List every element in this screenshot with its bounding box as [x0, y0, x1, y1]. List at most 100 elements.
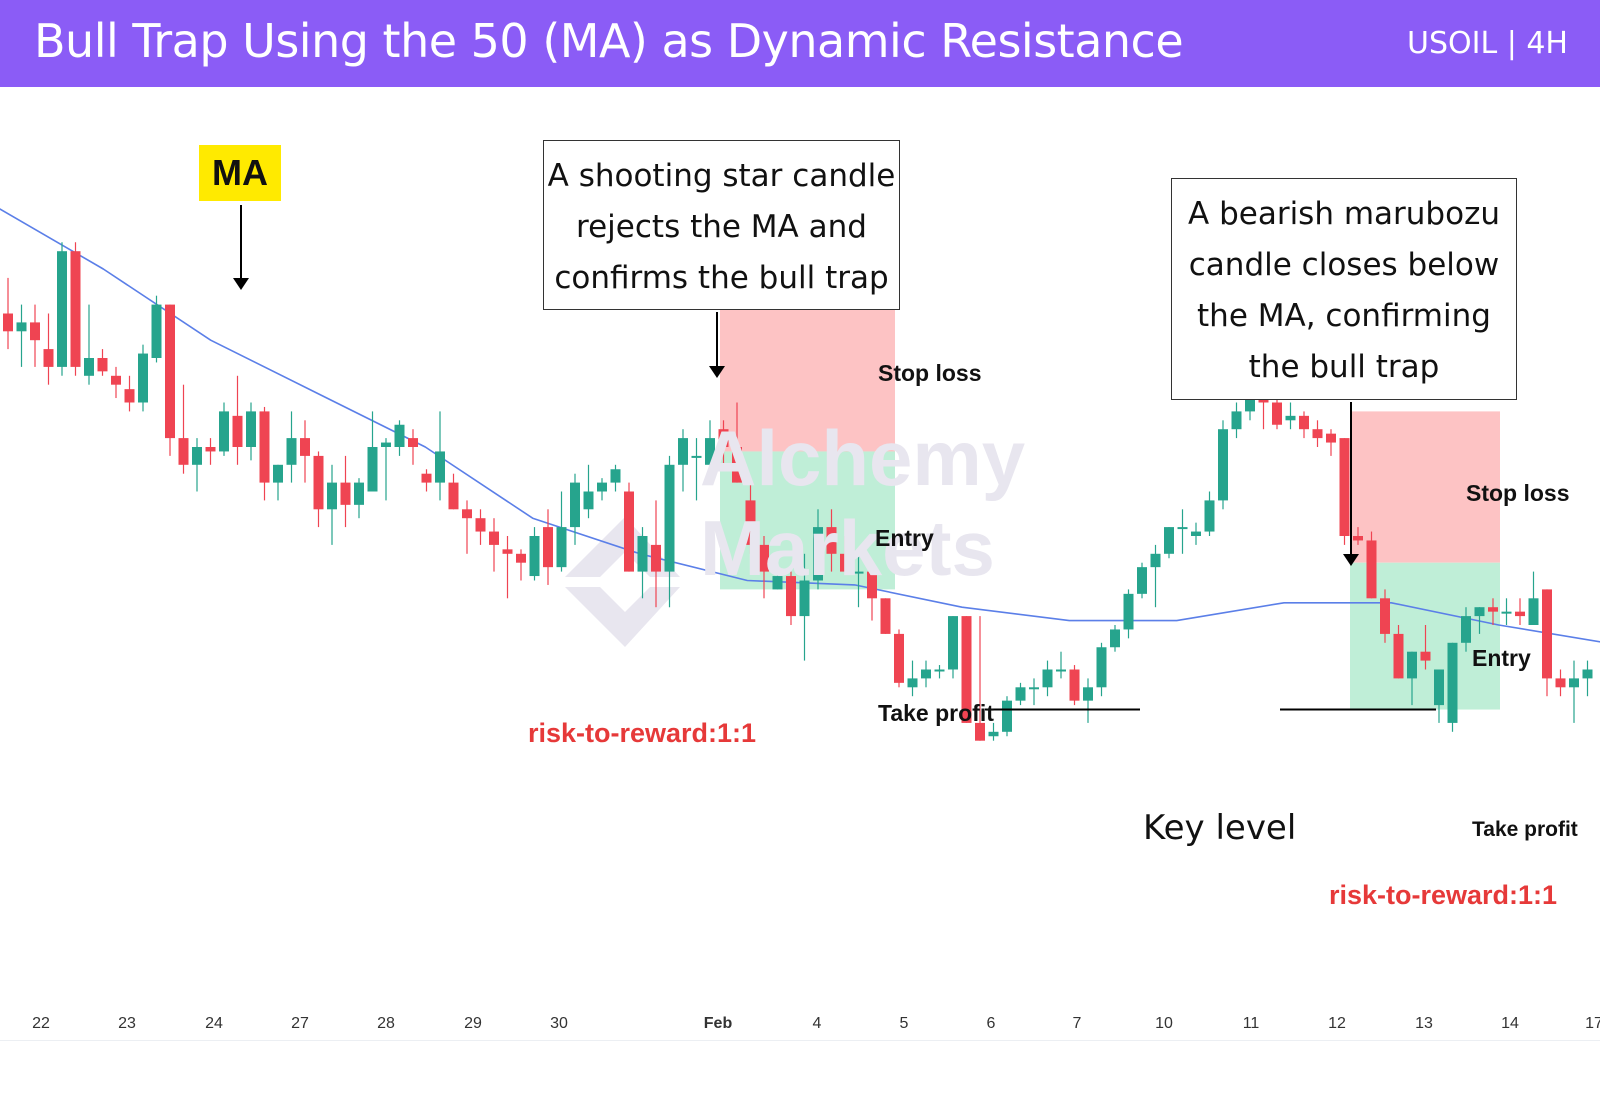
candle-body — [1326, 433, 1336, 443]
candle — [381, 438, 391, 501]
candle — [1137, 562, 1147, 599]
x-tick-label: 24 — [205, 1015, 223, 1032]
candle — [462, 500, 472, 554]
candle — [1164, 527, 1174, 559]
candle-body — [1272, 402, 1282, 425]
x-tick-label: 12 — [1328, 1015, 1346, 1032]
candle-body — [988, 731, 999, 737]
candle — [1029, 678, 1039, 706]
candle — [205, 438, 216, 465]
candle — [43, 313, 54, 385]
candle — [1123, 589, 1134, 639]
candle — [894, 629, 904, 688]
candle — [367, 411, 378, 492]
x-tick-label: 10 — [1155, 1015, 1173, 1032]
candle-body — [259, 411, 270, 483]
candle-body — [1407, 651, 1417, 679]
candle — [151, 295, 162, 363]
candle — [124, 375, 135, 412]
candle-body — [286, 438, 297, 465]
chart-header: Bull Trap Using the 50 (MA) as Dynamic R… — [0, 0, 1600, 87]
candle-body — [435, 451, 445, 483]
candle — [1083, 678, 1093, 723]
candle — [516, 549, 526, 581]
candle — [1447, 642, 1458, 732]
candle-body — [1042, 669, 1053, 688]
candle-body — [759, 544, 769, 572]
candle — [610, 464, 621, 492]
candle — [354, 478, 364, 519]
marubozu-callout: A bearish marubozu candle closes below t… — [1171, 178, 1517, 400]
candle — [475, 509, 486, 545]
candle-body — [340, 482, 351, 505]
x-tick-label: 6 — [987, 1015, 996, 1032]
candle — [1501, 598, 1512, 625]
candle-body — [880, 598, 891, 634]
candle — [1110, 625, 1120, 652]
candle — [543, 509, 553, 585]
candle-body — [313, 455, 324, 510]
candle-body — [1110, 629, 1120, 648]
candle-body — [1137, 567, 1147, 594]
candle — [988, 722, 999, 741]
candle — [178, 384, 189, 474]
candle-body — [1366, 540, 1377, 599]
candle-body — [637, 536, 648, 572]
candle — [813, 509, 823, 590]
callout1-line: A shooting star candle — [547, 158, 896, 194]
candle-body — [610, 469, 621, 483]
candle — [1042, 660, 1053, 697]
candle-body — [583, 491, 594, 510]
candle-body — [1285, 415, 1296, 421]
candle-body — [97, 358, 108, 372]
candle-body — [394, 424, 405, 447]
candle — [1407, 651, 1417, 706]
callout1-line: rejects the MA and — [576, 209, 867, 245]
candle-body — [16, 322, 27, 332]
candle-body — [219, 411, 229, 452]
candle — [529, 527, 540, 581]
candle-body — [43, 349, 54, 367]
callout2-line: candle closes below — [1188, 247, 1500, 283]
candle — [1002, 696, 1012, 737]
candle-body — [786, 576, 796, 617]
candle-body — [205, 447, 216, 452]
candle-body — [826, 527, 837, 554]
candle — [1191, 522, 1201, 545]
candle-body — [1434, 669, 1444, 706]
candle — [732, 402, 742, 483]
candle — [1555, 669, 1566, 697]
candle-body — [165, 304, 175, 439]
x-tick-label: 28 — [377, 1015, 395, 1032]
candle-body — [516, 553, 526, 563]
callout1-line: confirms the bull trap — [554, 260, 889, 296]
candle — [192, 438, 202, 492]
candle-body — [1245, 393, 1255, 412]
candle-body — [529, 536, 540, 577]
trade1-tp-label: Take profit — [878, 700, 994, 726]
candle — [1582, 660, 1593, 697]
candle-body — [111, 375, 121, 385]
candle-body — [664, 464, 675, 572]
candle-body — [691, 455, 702, 458]
candle-body — [948, 616, 958, 670]
candle-body — [1069, 669, 1080, 701]
candle-body — [1029, 687, 1039, 690]
candle-body — [84, 358, 94, 376]
candle — [1015, 682, 1026, 706]
ma-arrow — [233, 205, 249, 290]
candle — [340, 455, 351, 528]
candle-body — [138, 353, 148, 403]
candle — [448, 473, 459, 510]
candle — [502, 536, 513, 599]
candle-body — [1339, 438, 1350, 536]
candle-body — [1312, 429, 1323, 439]
candle — [1434, 669, 1444, 723]
trade2-entry-label: Entry — [1472, 645, 1531, 671]
candle — [1353, 527, 1363, 545]
candle-body — [232, 415, 243, 447]
trade1-stop-zone — [720, 309, 895, 452]
candle — [975, 616, 985, 741]
candle — [70, 242, 81, 376]
candle-body — [624, 491, 634, 572]
